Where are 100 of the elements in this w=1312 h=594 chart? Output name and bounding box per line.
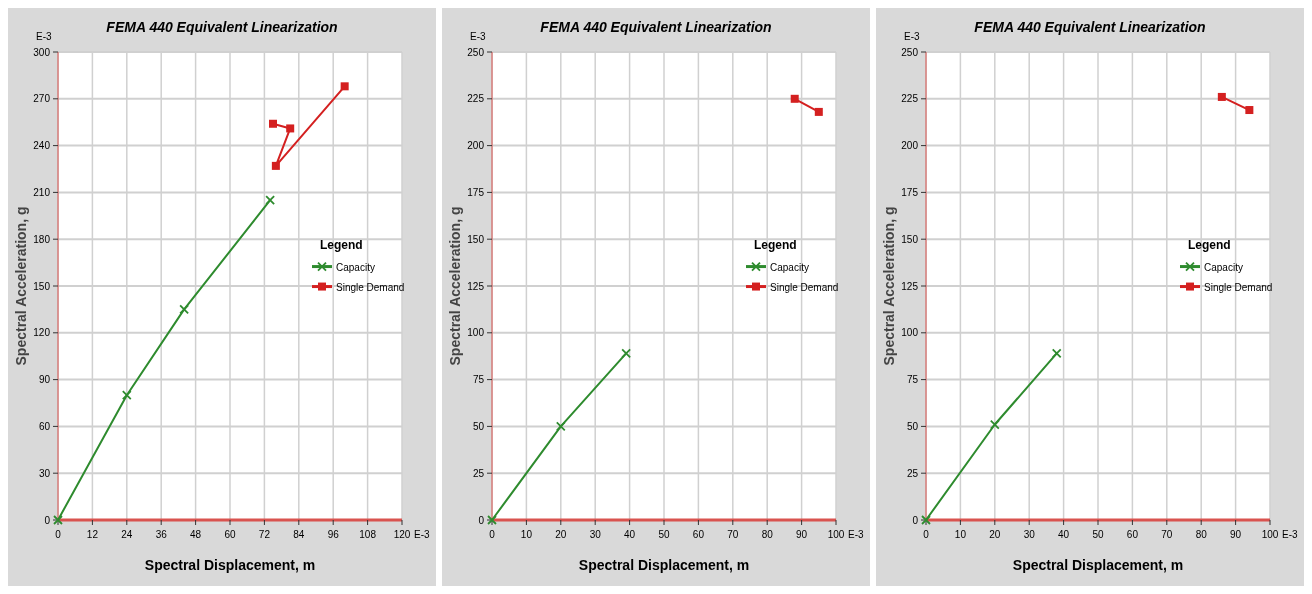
x-tick-label: 0 [489,529,496,540]
x-tick-label: 40 [1058,529,1070,540]
x-tick-label: 60 [1126,529,1139,540]
y-tick-label: 175 [467,186,485,198]
legend-label: Capacity [1204,261,1243,273]
legend-label: Capacity [770,261,809,273]
y-tick-label: 0 [912,514,919,526]
x-tick-label: 96 [327,529,340,540]
x-tick-label: 20 [989,529,1001,540]
y-tick-label: 175 [901,186,919,198]
x-axis-title: Spectral Displacement, m [144,557,316,573]
x-axis-title: Spectral Displacement, m [578,557,750,573]
chart-title: FEMA 440 Equivalent Linearization [540,19,772,35]
y-tick-label: 100 [467,327,485,339]
x-tick-label: 24 [121,529,133,540]
y-tick-label: 30 [38,467,51,479]
point [121,390,132,401]
x-axis-title: Spectral Displacement, m [1012,557,1184,573]
x-tick-label: 70 [727,529,739,540]
y-tick-label: 75 [472,374,485,386]
x-tick-label: 80 [1195,529,1208,540]
text: E-3 [1282,529,1298,540]
x-tick-label: 30 [1023,529,1036,540]
x-tick-label: 60 [692,529,705,540]
point [487,515,497,525]
text: E-3 [904,31,920,42]
x-tick-label: 100 [1261,529,1279,540]
point [265,195,276,206]
point [269,119,277,128]
y-tick-label: 90 [38,374,51,386]
y-tick-label: 200 [901,140,919,152]
x-tick-label: 0 [923,529,930,540]
legend-title: Legend [754,237,797,252]
x-tick-label: 90 [796,529,808,540]
point [555,421,566,432]
x-tick-label: 50 [1092,529,1104,540]
point [989,419,1000,430]
legend-label: Single Demand [1204,281,1273,293]
legend-label: Capacity [336,261,375,273]
y-tick-label: 240 [33,140,51,152]
y-tick-label: 225 [901,93,919,105]
x-tick-label: 48 [190,529,202,540]
x-tick-label: 36 [155,529,168,540]
text: E-3 [414,529,430,540]
y-tick-label: 50 [906,420,919,432]
point [1051,348,1062,359]
point [814,107,823,116]
x-tick-label: 60 [224,529,236,540]
x-tick-label: 90 [1230,529,1242,540]
point [53,515,63,525]
point [271,161,280,170]
y-tick-label: 225 [467,93,485,105]
text: E-3 [470,31,486,42]
y-tick-label: 50 [472,420,485,432]
point [179,304,190,315]
y-tick-label: 0 [44,514,51,526]
x-tick-label: 108 [359,529,377,540]
y-axis-title: Spectral Acceleration, g [13,206,29,366]
legend-title: Legend [320,237,363,252]
y-tick-label: 270 [33,93,51,105]
y-tick-label: 250 [901,46,919,58]
y-tick-label: 125 [467,280,485,292]
legend-label: Single Demand [336,281,405,293]
y-tick-label: 180 [33,233,51,245]
x-tick-label: 72 [258,529,271,540]
x-tick-label: 10 [954,529,967,540]
text: E-3 [36,31,52,42]
x-tick-label: 30 [589,529,602,540]
x-tick-label: 0 [55,529,62,540]
y-tick-label: 25 [906,467,919,479]
y-tick-label: 150 [467,233,485,245]
x-tick-label: 12 [86,529,99,540]
y-axis-title: Spectral Acceleration, g [881,206,897,366]
chart-title: FEMA 440 Equivalent Linearization [106,19,338,35]
x-tick-label: 100 [827,529,845,540]
point [1217,92,1226,101]
x-tick-label: 120 [393,529,411,540]
x-tick-label: 10 [520,529,533,540]
point [340,82,349,91]
y-axis-title: Spectral Acceleration, g [447,206,463,366]
text: E-3 [848,529,864,540]
y-tick-label: 0 [478,514,485,526]
y-tick-label: 210 [33,186,51,198]
y-tick-label: 120 [33,327,51,339]
point [286,124,295,133]
x-tick-label: 80 [761,529,774,540]
chart-title: FEMA 440 Equivalent Linearization [974,19,1206,35]
y-tick-label: 250 [467,46,485,58]
legend-title: Legend [1188,237,1231,252]
point [790,94,799,103]
x-tick-label: 20 [555,529,567,540]
y-tick-label: 200 [467,140,485,152]
point [621,348,632,359]
y-tick-label: 75 [906,374,919,386]
y-tick-label: 25 [472,467,485,479]
x-tick-label: 84 [293,529,305,540]
y-tick-label: 125 [901,280,919,292]
y-tick-label: 150 [33,280,51,292]
y-tick-label: 60 [38,420,51,432]
x-tick-label: 40 [624,529,636,540]
